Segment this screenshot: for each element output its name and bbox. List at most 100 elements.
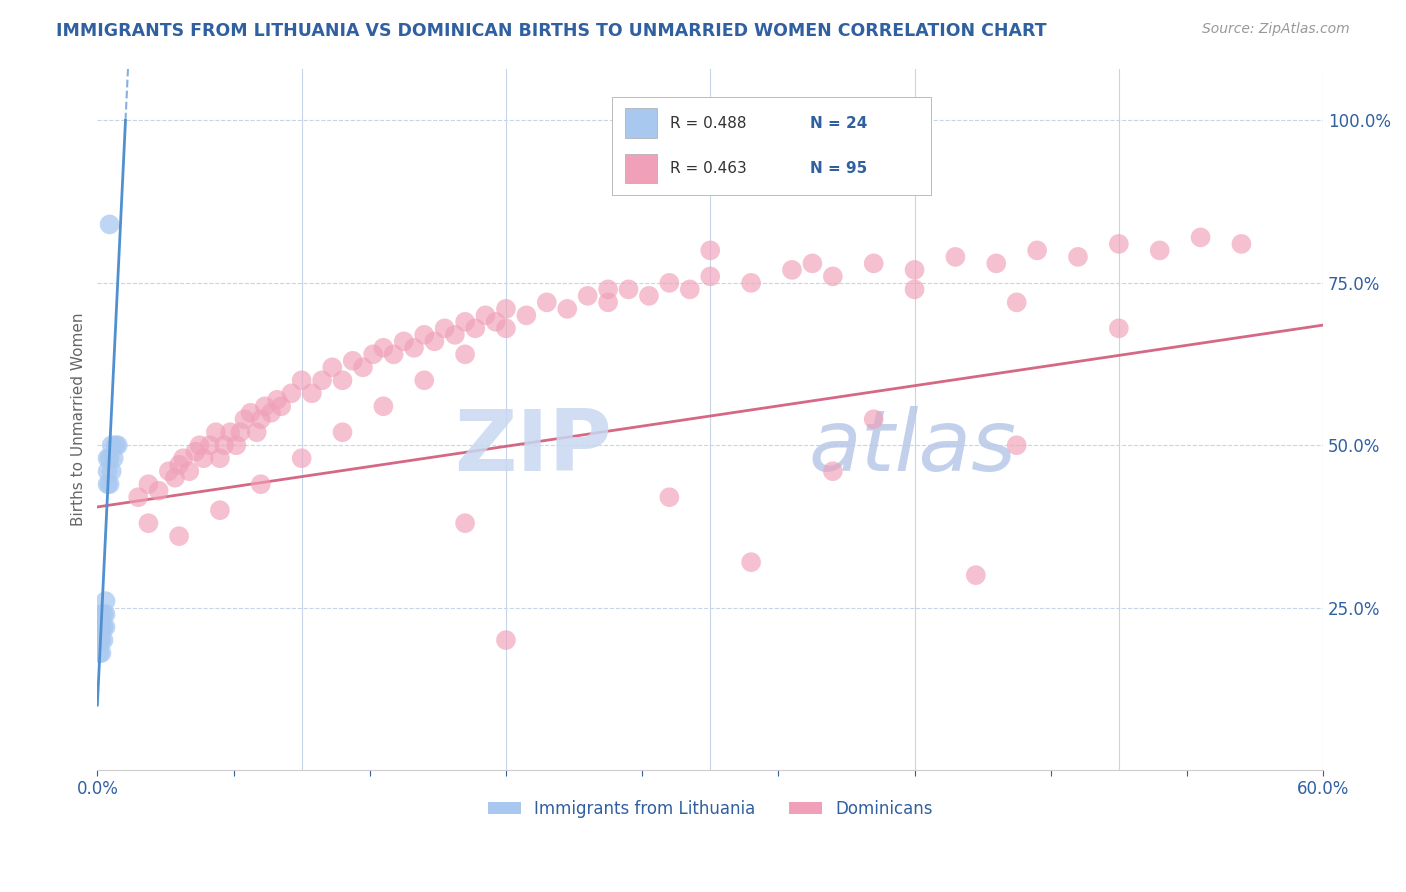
Point <box>100 464 122 478</box>
Point <box>495 321 517 335</box>
Point <box>94 607 117 621</box>
Point <box>97 477 120 491</box>
Point <box>280 386 302 401</box>
Point <box>225 438 247 452</box>
Point <box>965 568 987 582</box>
Point <box>862 256 884 270</box>
Point <box>342 353 364 368</box>
Point <box>89 620 111 634</box>
Point <box>444 327 467 342</box>
Point <box>208 503 231 517</box>
Point <box>138 477 160 491</box>
Point <box>229 425 252 440</box>
Point <box>97 464 120 478</box>
Point <box>1230 236 1253 251</box>
Point <box>94 620 117 634</box>
Point <box>1189 230 1212 244</box>
Point <box>104 438 127 452</box>
Point <box>93 607 115 621</box>
Point <box>246 425 269 440</box>
Point <box>332 425 354 440</box>
Text: IMMIGRANTS FROM LITHUANIA VS DOMINICAN BIRTHS TO UNMARRIED WOMEN CORRELATION CHA: IMMIGRANTS FROM LITHUANIA VS DOMINICAN B… <box>56 22 1047 40</box>
Text: atlas: atlas <box>808 406 1017 489</box>
Point <box>821 464 844 478</box>
Point <box>193 451 215 466</box>
Point <box>148 483 170 498</box>
Point <box>382 347 405 361</box>
Point <box>157 464 180 478</box>
Point <box>862 412 884 426</box>
Point <box>90 607 112 621</box>
Point <box>402 341 425 355</box>
Point <box>413 327 436 342</box>
Point <box>90 633 112 648</box>
Point <box>249 412 271 426</box>
Point <box>413 373 436 387</box>
Point <box>270 399 292 413</box>
Point <box>373 341 395 355</box>
Point <box>373 399 395 413</box>
Point <box>89 646 111 660</box>
Legend: Immigrants from Lithuania, Dominicans: Immigrants from Lithuania, Dominicans <box>481 794 939 825</box>
Point <box>679 282 702 296</box>
Text: Source: ZipAtlas.com: Source: ZipAtlas.com <box>1202 22 1350 37</box>
Point <box>454 315 477 329</box>
Point <box>986 256 1008 270</box>
Point <box>89 633 111 648</box>
Point <box>100 438 122 452</box>
Point <box>172 451 194 466</box>
Point <box>1108 321 1130 335</box>
Point <box>90 620 112 634</box>
Point <box>167 529 190 543</box>
Point <box>98 218 121 232</box>
Point <box>98 477 121 491</box>
Point <box>97 451 120 466</box>
Point <box>576 289 599 303</box>
Text: ZIP: ZIP <box>454 406 612 489</box>
Point <box>98 451 121 466</box>
Point <box>617 282 640 296</box>
Point <box>94 594 117 608</box>
Point <box>740 555 762 569</box>
Point <box>205 425 228 440</box>
Point <box>740 276 762 290</box>
Point <box>233 412 256 426</box>
Point <box>474 309 496 323</box>
Point <box>291 373 314 387</box>
Point <box>1108 236 1130 251</box>
Point <box>93 633 115 648</box>
Point <box>103 451 125 466</box>
Point <box>208 451 231 466</box>
Point <box>249 477 271 491</box>
Point <box>658 276 681 290</box>
Point <box>945 250 967 264</box>
Point <box>658 490 681 504</box>
Point <box>184 444 207 458</box>
Point <box>301 386 323 401</box>
Point <box>1005 438 1028 452</box>
Point <box>291 451 314 466</box>
Point <box>179 464 201 478</box>
Point <box>260 406 283 420</box>
Point <box>423 334 446 349</box>
Point <box>699 244 721 258</box>
Point <box>515 309 537 323</box>
Point <box>464 321 486 335</box>
Point <box>699 269 721 284</box>
Point <box>555 301 578 316</box>
Point <box>454 516 477 531</box>
Point <box>485 315 508 329</box>
Point <box>311 373 333 387</box>
Point <box>266 392 288 407</box>
Point <box>352 360 374 375</box>
Point <box>321 360 343 375</box>
Point <box>495 633 517 648</box>
Point <box>107 438 129 452</box>
Point <box>212 438 235 452</box>
Point <box>93 620 115 634</box>
Point <box>138 516 160 531</box>
Point <box>219 425 242 440</box>
Point <box>1026 244 1049 258</box>
Point <box>433 321 456 335</box>
Point <box>801 256 824 270</box>
